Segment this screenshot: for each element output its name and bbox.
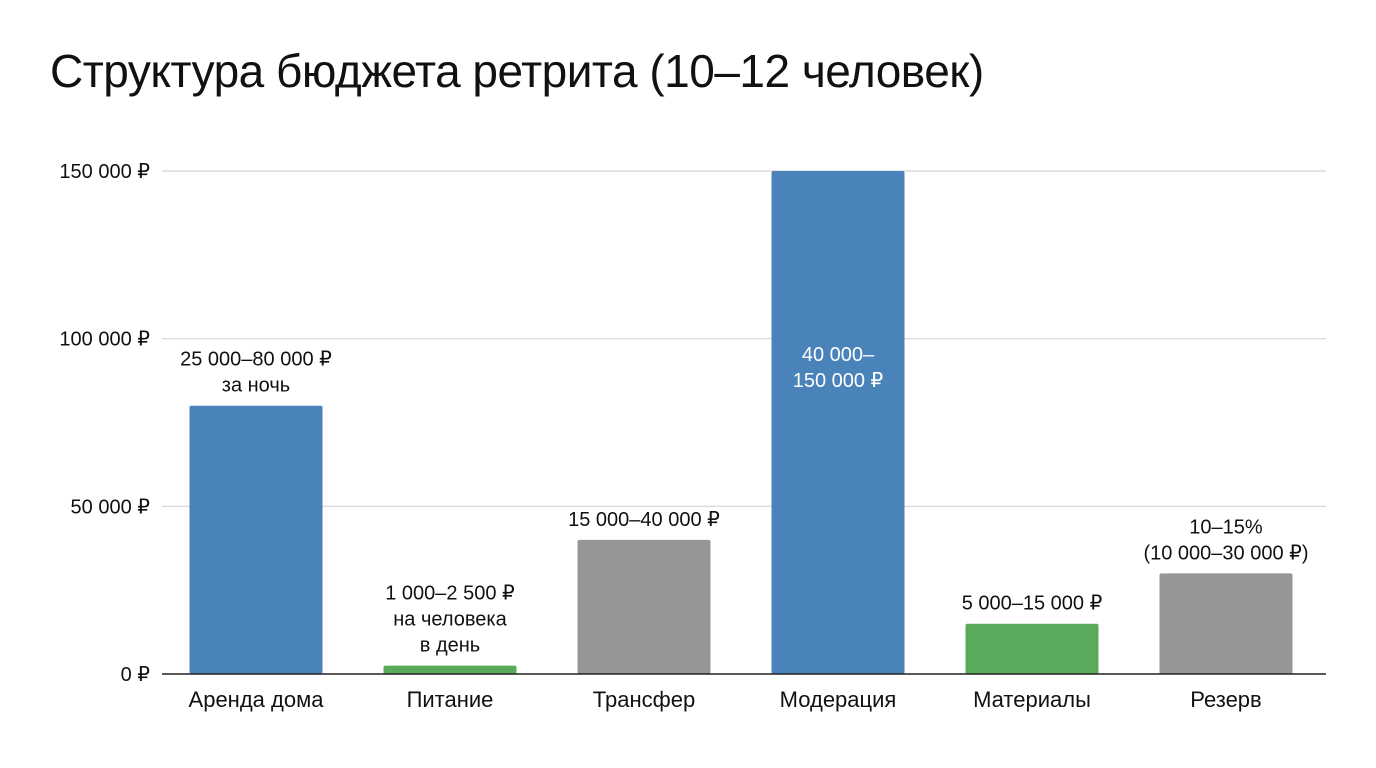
- y-axis-ticks: 0 ₽ 50 000 ₽ 100 000 ₽ 150 000 ₽: [59, 161, 150, 686]
- data-label-line: 1 000–2 500 ₽: [385, 583, 515, 605]
- x-axis-ticks: Аренда дома Питание Трансфер Модерация Матер…: [189, 687, 1262, 712]
- bar: [1159, 573, 1293, 674]
- chart-title: Структура бюджета ретрита (10–12 человек…: [50, 45, 984, 97]
- data-label: 25 000–80 000 ₽ за ночь: [180, 349, 332, 397]
- data-labels: 25 000–80 000 ₽ за ночь 1 000–2 500 ₽ на че…: [180, 344, 1308, 657]
- data-label-line: 150 000 ₽: [793, 370, 884, 392]
- y-tick-label: 150 000 ₽: [59, 161, 150, 183]
- x-tick-label: Материалы: [973, 687, 1091, 712]
- data-label-line: (10 000–30 000 ₽): [1143, 542, 1308, 564]
- x-tick-label: Резерв: [1190, 687, 1261, 712]
- data-label-line: 5 000–15 000 ₽: [962, 593, 1103, 615]
- data-label-line: 25 000–80 000 ₽: [180, 349, 332, 371]
- data-label-line: 40 000–: [802, 344, 875, 366]
- data-label: 15 000–40 000 ₽: [568, 509, 720, 531]
- data-label-line: за ночь: [222, 375, 290, 397]
- y-tick-label: 50 000 ₽: [71, 496, 151, 518]
- data-label-line: в день: [420, 635, 480, 657]
- data-label: 40 000– 150 000 ₽: [793, 344, 884, 392]
- bar: [965, 623, 1099, 674]
- data-label: 5 000–15 000 ₽: [962, 593, 1103, 615]
- x-tick-label: Аренда дома: [189, 687, 325, 712]
- data-label: 10–15% (10 000–30 000 ₽): [1143, 516, 1308, 564]
- x-tick-label: Модерация: [780, 687, 897, 712]
- x-tick-label: Питание: [407, 687, 494, 712]
- bar: [189, 405, 323, 674]
- bar: [771, 171, 905, 674]
- data-label-line: на человека: [393, 609, 507, 631]
- x-tick-label: Трансфер: [593, 687, 695, 712]
- bar: [383, 665, 517, 674]
- y-tick-label: 100 000 ₽: [59, 329, 150, 351]
- bar: [577, 539, 711, 674]
- grid-lines: [162, 170, 1326, 507]
- data-label-line: 15 000–40 000 ₽: [568, 509, 720, 531]
- data-label-line: 10–15%: [1189, 516, 1263, 538]
- bars: [189, 171, 1293, 674]
- y-tick-label: 0 ₽: [121, 664, 151, 686]
- data-label: 1 000–2 500 ₽ на человека в день: [385, 583, 515, 657]
